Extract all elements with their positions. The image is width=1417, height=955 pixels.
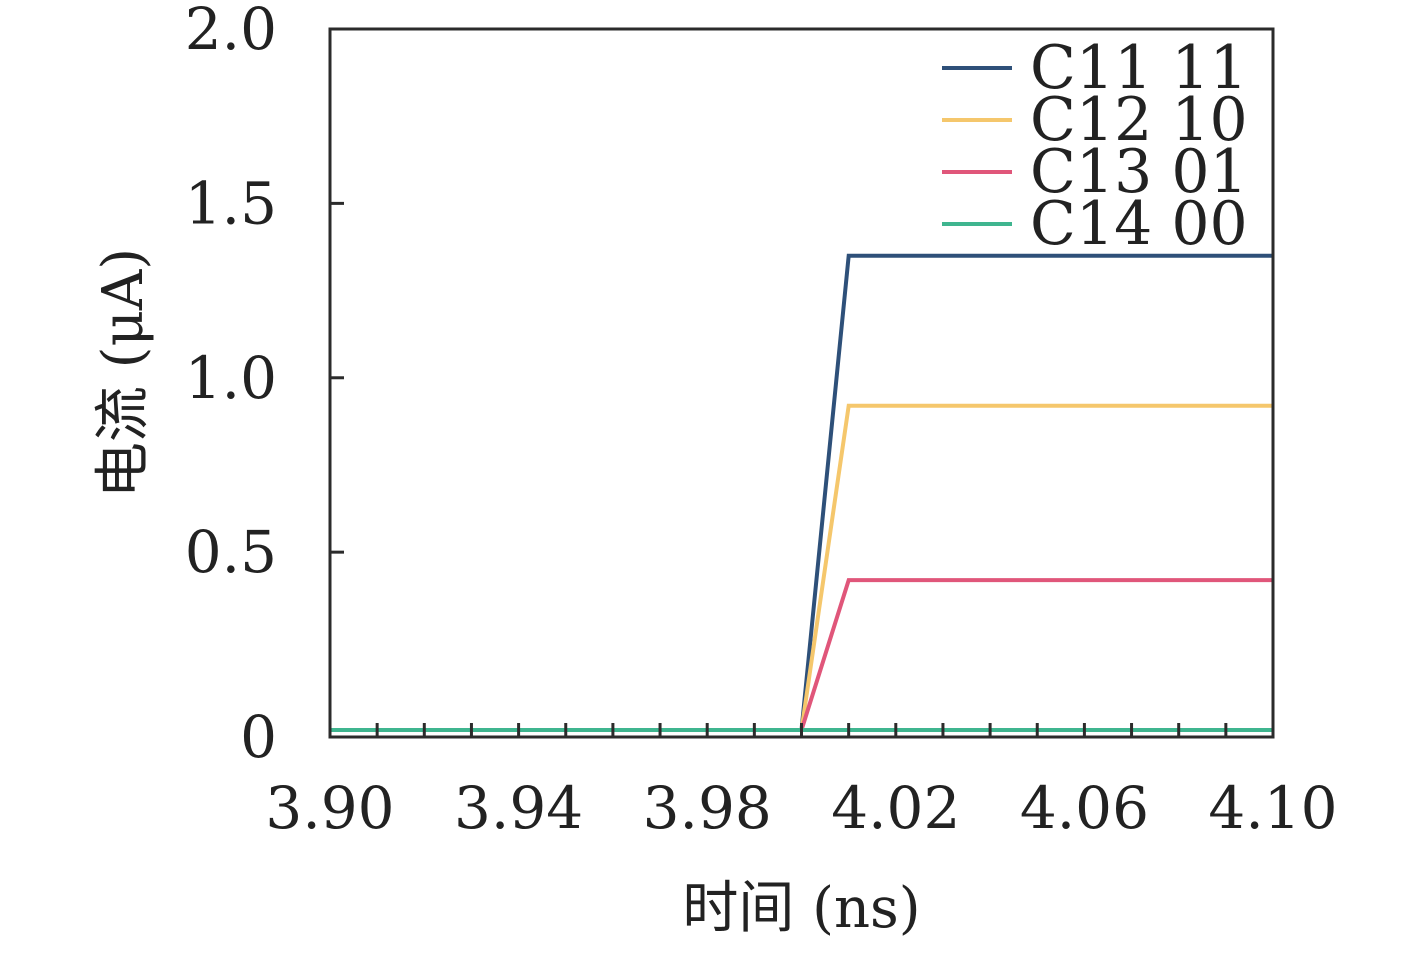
y-tick-label: 0 [240, 703, 277, 771]
y-axis-title: 电流 (μA) [91, 248, 156, 498]
series-line-2 [330, 406, 1273, 730]
x-tick-label: 4.02 [831, 774, 960, 842]
x-tick-label: 4.06 [1020, 774, 1149, 842]
x-tick-label: 4.10 [1208, 774, 1337, 842]
legend-label-4: C14 00 [1030, 189, 1248, 259]
y-tick-label: 0.5 [185, 518, 277, 586]
x-axis-title: 时间 (ns) [682, 876, 920, 941]
chart-root: 3.90 3.94 3.98 4.02 4.06 4.10 0 0.5 1.0 1.5 2.0 C1… [0, 0, 1417, 950]
series-layer [330, 256, 1273, 730]
x-tick-label: 3.94 [454, 774, 583, 842]
series-line-1 [330, 256, 1273, 730]
series-line-3 [330, 580, 1273, 730]
y-tick-label: 1.0 [185, 344, 277, 412]
y-tick-label: 2.0 [185, 0, 277, 63]
x-tick-label: 3.90 [265, 774, 394, 842]
x-tick-label: 3.98 [643, 774, 772, 842]
line-chart: 3.90 3.94 3.98 4.02 4.06 4.10 0 0.5 1.0 1.5 2.0 C1… [0, 0, 1417, 950]
y-tick-label: 1.5 [185, 169, 277, 237]
